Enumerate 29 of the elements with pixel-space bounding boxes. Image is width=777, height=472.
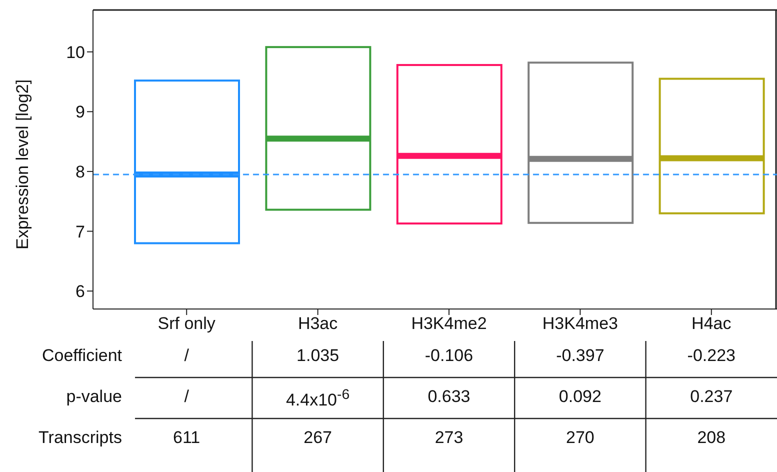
text: -0.223 — [686, 346, 736, 366]
x-tick-label: H4ac — [692, 314, 732, 334]
text: -0.106 — [424, 346, 474, 366]
y-axis-title: Expression level [log2] — [13, 79, 32, 250]
y-tick-label: 10 — [66, 42, 85, 62]
y-tick-label: 6 — [76, 282, 85, 302]
y-tick-label: 9 — [76, 102, 85, 122]
text: -0.397 — [555, 346, 606, 366]
text: p-value — [66, 387, 122, 407]
x-tick-label: H3K4me3 — [542, 314, 618, 334]
text: 267 — [302, 428, 333, 448]
text: Transcripts — [38, 428, 122, 448]
text: Coefficient — [42, 346, 122, 366]
text: 208 — [696, 428, 727, 448]
y-tick-label: 8 — [76, 162, 85, 182]
text: 270 — [565, 428, 596, 448]
x-tick-label: Srf only — [158, 314, 216, 334]
text: / — [183, 387, 190, 407]
text: 273 — [434, 428, 464, 448]
text: 0.092 — [558, 387, 602, 407]
text: 0.237 — [689, 387, 734, 407]
text: 0.633 — [426, 387, 472, 407]
text: 611 — [172, 428, 202, 448]
text: 1.035 — [296, 346, 340, 366]
x-tick-label: H3K4me2 — [411, 314, 487, 334]
x-tick-label: H3ac — [298, 314, 338, 334]
y-tick-label: 7 — [76, 222, 85, 242]
text: / — [183, 346, 190, 366]
text: 4.4x10$^{-6}$ — [284, 387, 351, 411]
